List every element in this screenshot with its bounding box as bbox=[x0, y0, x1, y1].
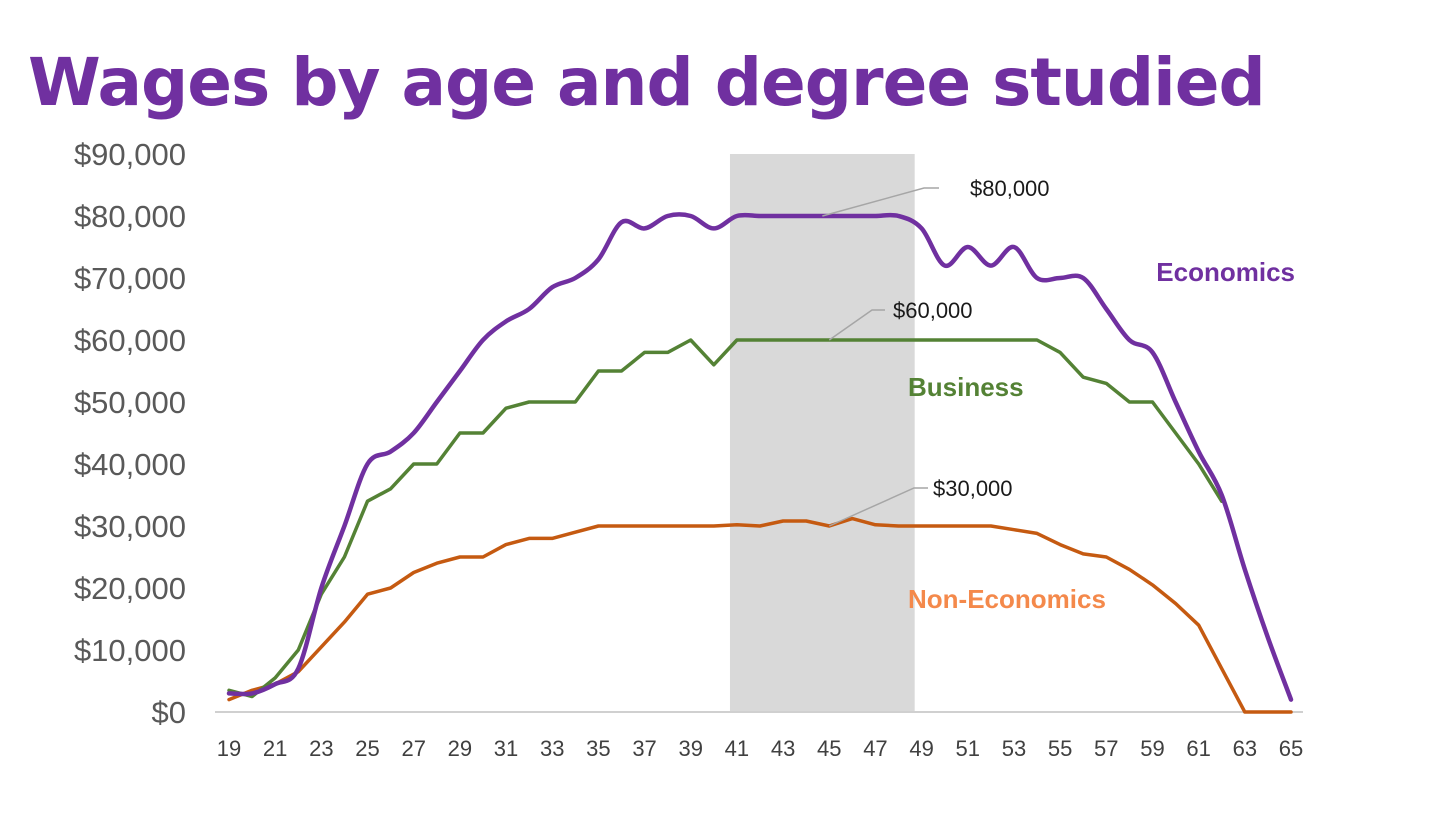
series-line-business bbox=[227, 338, 1224, 699]
x-tick-label: 35 bbox=[586, 736, 610, 761]
callout-leader-line bbox=[822, 187, 939, 217]
y-tick-label: $20,000 bbox=[74, 571, 186, 606]
x-tick-label: 49 bbox=[909, 736, 933, 761]
x-tick-label: 61 bbox=[1186, 736, 1210, 761]
x-tick-label: 47 bbox=[863, 736, 887, 761]
x-tick-label: 37 bbox=[632, 736, 656, 761]
x-tick-label: 59 bbox=[1140, 736, 1164, 761]
series-label-non-economics: Non-Economics bbox=[908, 584, 1106, 614]
y-tick-label: $70,000 bbox=[74, 261, 186, 296]
x-tick-label: 19 bbox=[217, 736, 241, 761]
chart-title: Wages by age and degree studied bbox=[28, 44, 1266, 121]
x-tick-label: 25 bbox=[355, 736, 379, 761]
y-tick-label: $80,000 bbox=[74, 199, 186, 234]
highlight-band-layer bbox=[729, 154, 915, 712]
series-label-layer: Economics Business Non-Economics bbox=[908, 257, 1295, 614]
callout-leader-line bbox=[828, 487, 928, 527]
y-tick-label: $30,000 bbox=[74, 509, 186, 544]
series-label-economics: Economics bbox=[1156, 257, 1295, 287]
x-tick-label: 39 bbox=[678, 736, 702, 761]
series-layer bbox=[226, 212, 1294, 714]
y-axis-ticks: $0 $10,000 $20,000 $30,000 $40,000 $50,000 $60… bbox=[74, 137, 186, 730]
y-tick-label: $40,000 bbox=[74, 447, 186, 482]
x-axis-ticks: 19 21 23 25 27 29 31 33 35 37 39 41 43 45 47 49 51 53 55 57… bbox=[217, 736, 1303, 761]
x-tick-label: 63 bbox=[1233, 736, 1257, 761]
series-line-non-economics bbox=[227, 516, 1293, 714]
callout-layer: $80,000 $60,000 $30,000 bbox=[822, 176, 1050, 527]
y-tick-label: $60,000 bbox=[74, 323, 186, 358]
callout-label: $30,000 bbox=[933, 476, 1013, 501]
x-tick-label: 65 bbox=[1279, 736, 1303, 761]
x-tick-label: 43 bbox=[771, 736, 795, 761]
series-label-business: Business bbox=[908, 372, 1024, 402]
callout-leader-line bbox=[828, 309, 885, 341]
x-tick-label: 33 bbox=[540, 736, 564, 761]
x-tick-label: 41 bbox=[725, 736, 749, 761]
x-tick-label: 55 bbox=[1048, 736, 1072, 761]
y-tick-label: $90,000 bbox=[74, 137, 186, 172]
y-tick-label: $0 bbox=[152, 695, 186, 730]
x-tick-label: 29 bbox=[448, 736, 472, 761]
callout-label: $60,000 bbox=[893, 298, 973, 323]
x-tick-label: 21 bbox=[263, 736, 287, 761]
x-tick-label: 23 bbox=[309, 736, 333, 761]
x-tick-label: 57 bbox=[1094, 736, 1118, 761]
callout-label: $80,000 bbox=[970, 176, 1050, 201]
y-tick-label: $50,000 bbox=[74, 385, 186, 420]
series-line-economics bbox=[226, 212, 1294, 702]
x-tick-label: 27 bbox=[401, 736, 425, 761]
highlight-band bbox=[729, 154, 915, 712]
x-tick-label: 51 bbox=[956, 736, 980, 761]
x-tick-label: 31 bbox=[494, 736, 518, 761]
x-tick-label: 53 bbox=[1002, 736, 1026, 761]
x-tick-label: 45 bbox=[817, 736, 841, 761]
y-tick-label: $10,000 bbox=[74, 633, 186, 668]
